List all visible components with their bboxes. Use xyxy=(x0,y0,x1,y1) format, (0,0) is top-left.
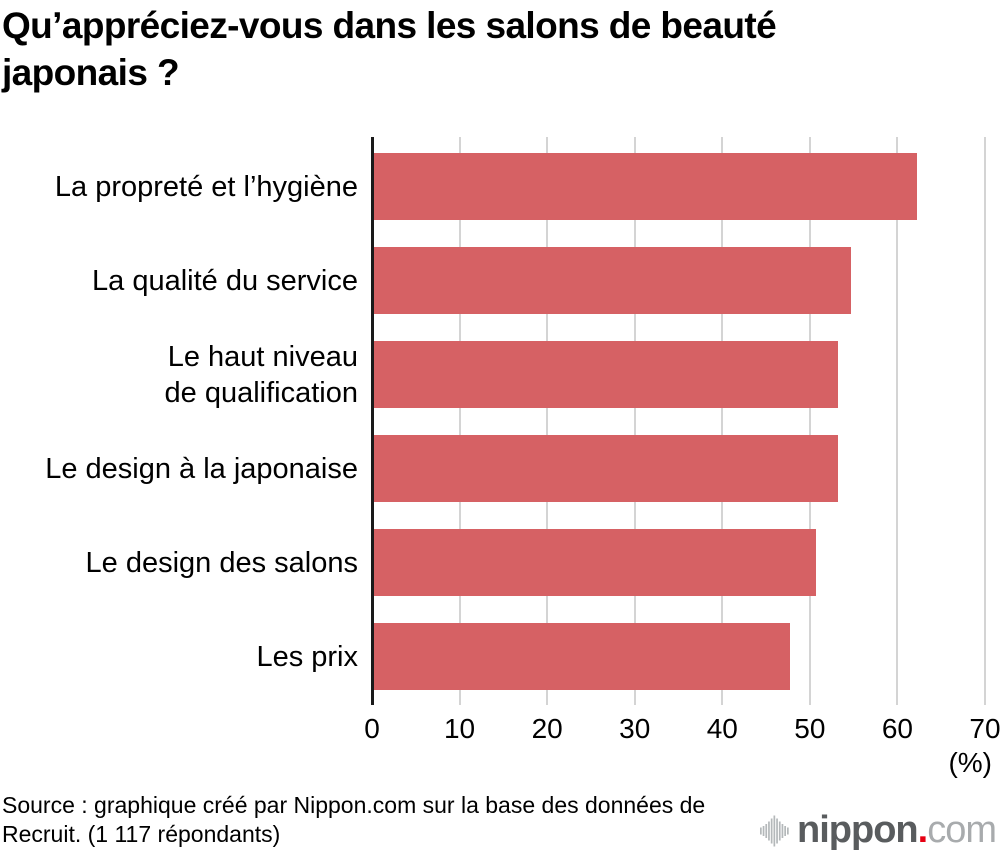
x-tick-label: 10 xyxy=(443,713,476,744)
gridline xyxy=(984,137,986,705)
bar xyxy=(374,435,839,502)
bar xyxy=(374,247,852,314)
gridline xyxy=(896,137,899,705)
x-tick-label: 70 xyxy=(969,713,1000,744)
bar xyxy=(374,529,817,596)
nippon-logo: nippon.com xyxy=(758,808,997,852)
x-tick-label: 20 xyxy=(531,713,563,744)
y-axis-line xyxy=(371,137,374,705)
x-tick-label: 30 xyxy=(619,713,651,744)
gridline xyxy=(458,137,461,705)
bar xyxy=(374,623,790,690)
category-label: Le design des salons xyxy=(85,546,358,579)
plot-area xyxy=(371,137,986,705)
gridline xyxy=(546,137,549,705)
source-line-2: Recruit. (1 117 répondants) xyxy=(2,821,281,847)
logo-tld: com xyxy=(927,809,997,851)
x-tick-label: 60 xyxy=(881,713,913,744)
source-line-1: Source : graphique créé par Nippon.com s… xyxy=(2,792,706,818)
category-label: Les prix xyxy=(256,640,358,673)
logo-name: nippon xyxy=(797,809,919,851)
category-label: La qualité du service xyxy=(92,264,358,297)
gridline xyxy=(808,137,811,705)
category-label: Le haut niveau de qualification xyxy=(164,340,358,409)
x-tick-label: 0 xyxy=(364,713,380,744)
soundwave-icon xyxy=(760,815,789,847)
logo-text: nippon.com xyxy=(797,808,997,852)
category-label: La propreté et l’hygiène xyxy=(54,170,358,203)
gridline xyxy=(633,137,636,705)
bar xyxy=(374,153,917,220)
category-label: Le design à la japonaise xyxy=(45,452,358,485)
axis-unit-label: (%) xyxy=(948,747,992,778)
gridline xyxy=(721,137,724,705)
x-tick-label: 40 xyxy=(706,713,738,744)
source-note: Source : graphique créé par Nippon.com s… xyxy=(2,791,705,849)
logo-dot: . xyxy=(917,809,929,851)
chart-title: Qu’appréciez-vous dans les salons de bea… xyxy=(2,5,777,93)
bar xyxy=(374,341,839,408)
x-tick-label: 50 xyxy=(794,713,826,744)
